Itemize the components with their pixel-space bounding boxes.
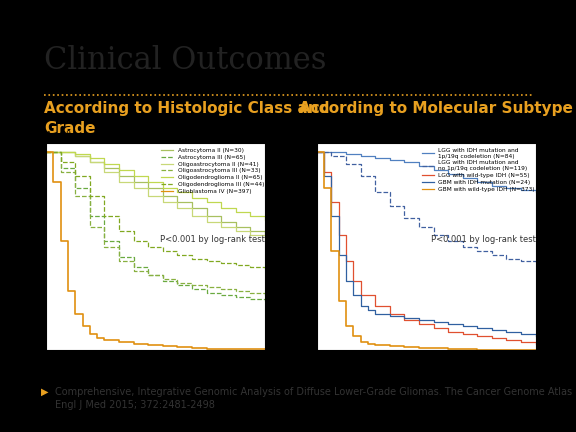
Legend: Astrocytoma II (N=30), Astrocytoma III (N=65), Oligoastrocytoma II (N=41), Oligo: Astrocytoma II (N=30), Astrocytoma III (… [159,146,267,196]
Text: ▶: ▶ [40,387,48,397]
Text: P<0.001 by log-rank test: P<0.001 by log-rank test [431,235,536,244]
Text: According to Histologic Class and
Grade: According to Histologic Class and Grade [44,101,329,136]
Y-axis label: Overall Survival (%): Overall Survival (%) [10,204,20,288]
Text: B   Gliomas Classified According to Molecular Subtype: B Gliomas Classified According to Molecu… [317,131,544,140]
Text: P<0.001 by log-rank test: P<0.001 by log-rank test [160,235,265,244]
Text: According to Molecular Subtype: According to Molecular Subtype [298,101,573,116]
Text: Clinical Outcomes: Clinical Outcomes [44,45,327,76]
X-axis label: Years since Diagnosis: Years since Diagnosis [381,369,471,378]
Text: A   Gliomas Classified According to Histologic Class and Grade: A Gliomas Classified According to Histol… [46,131,308,140]
Y-axis label: Overall Survival (%): Overall Survival (%) [281,204,290,288]
Text: Comprehensive, Integrative Genomic Analysis of Diffuse Lower-Grade Gliomas. The : Comprehensive, Integrative Genomic Analy… [55,387,576,410]
Legend: LGG with IDH mutation and
1p/19q codeletion (N=84), LGG with IDH mutation and
no: LGG with IDH mutation and 1p/19q codelet… [419,146,537,194]
X-axis label: Years since Diagnosis: Years since Diagnosis [111,369,200,378]
